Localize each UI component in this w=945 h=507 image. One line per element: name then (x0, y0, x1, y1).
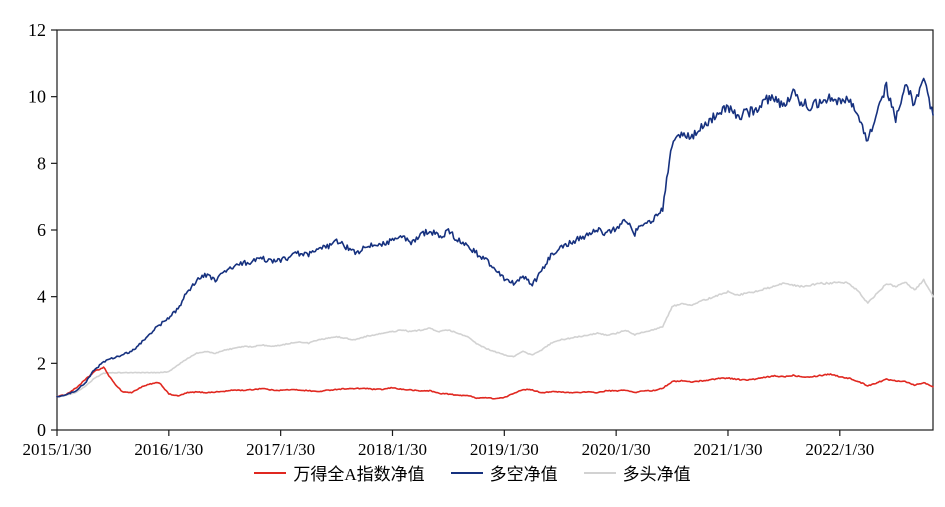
x-axis-label: 2022/1/30 (805, 440, 874, 459)
y-axis-label: 12 (28, 20, 46, 40)
legend-label-long-only: 多头净值 (622, 465, 691, 484)
x-axis-label: 2017/1/30 (246, 440, 315, 459)
series-line-long-short (56, 77, 934, 398)
chart-legend: 万得全A指数净值 多空净值 多头净值 (0, 460, 945, 485)
legend-item-long-short: 多空净值 (450, 460, 558, 485)
y-axis-label: 4 (37, 287, 46, 307)
legend-item-wind-all-a-index: 万得全A指数净值 (254, 460, 425, 485)
legend-line-swatch-gray (583, 471, 616, 474)
x-axis-label: 2015/1/30 (23, 440, 92, 459)
y-axis-label: 0 (37, 420, 46, 440)
legend-label-long-short: 多空净值 (489, 465, 558, 484)
legend-line-swatch-red (254, 471, 287, 474)
series-line-long-only (56, 278, 934, 398)
x-axis-label: 2021/1/30 (694, 440, 763, 459)
x-axis-label: 2020/1/30 (582, 440, 651, 459)
legend-line-swatch-navy (450, 471, 483, 474)
plot-border (56, 29, 934, 431)
y-axis-label: 10 (28, 87, 46, 107)
y-axis-label: 2 (37, 353, 46, 373)
legend-item-long-only: 多头净值 (583, 460, 691, 485)
x-axis-label: 2019/1/30 (470, 440, 539, 459)
legend-label-wind-all-a-index: 万得全A指数净值 (293, 465, 425, 484)
x-axis-label: 2016/1/30 (134, 440, 203, 459)
x-axis-label: 2018/1/30 (358, 440, 427, 459)
y-axis-label: 8 (37, 153, 46, 173)
y-axis-label: 6 (37, 220, 46, 240)
series-line-wind-all-a-index (56, 366, 934, 400)
